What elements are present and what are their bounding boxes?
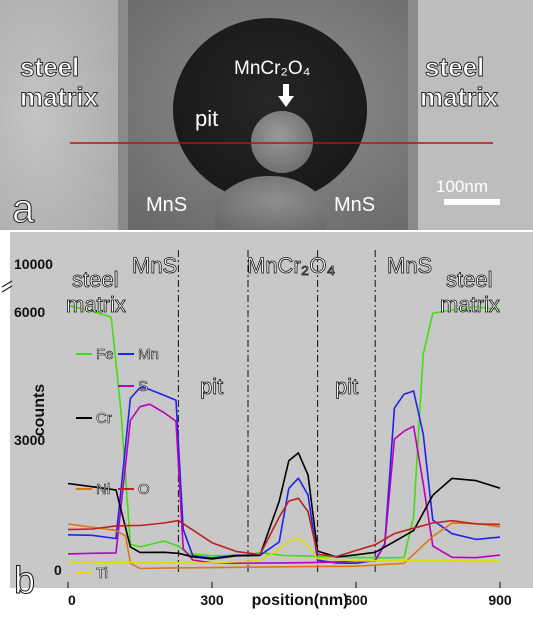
panel-label-a: a <box>12 187 35 230</box>
region-label-pit-left: pit <box>200 374 223 399</box>
x-tick-label-300: 300 <box>200 592 224 608</box>
region-label-mns-right: MnS <box>387 253 432 278</box>
series-label-o: O <box>138 481 150 498</box>
steel-matrix-left-region <box>0 0 125 230</box>
label-steel-right: steel <box>425 52 484 82</box>
series-line-ni <box>67 522 501 570</box>
panel-a-micrograph: steel matrix steel matrix pit MnCr₂O₄ Mn… <box>0 0 533 230</box>
y-tick-label-6000: 6000 <box>14 304 45 320</box>
series-label-s: S <box>138 378 148 395</box>
scalebar-label: 100nm <box>436 177 488 196</box>
series-label-mn: Mn <box>138 346 159 363</box>
series-label-ni: Ni <box>96 481 110 498</box>
steel-matrix-right-region <box>410 0 533 230</box>
region-label-steel-left: steel <box>72 267 118 292</box>
x-axis-label: position(nm) <box>252 592 349 609</box>
region-label-mns-left: MnS <box>132 253 177 278</box>
label-steel-left: steel <box>20 52 79 82</box>
x-tick-label-900: 900 <box>488 592 512 608</box>
panel-label-b: b <box>14 560 35 602</box>
axis-break-icon <box>1 280 13 293</box>
label-matrix-right: matrix <box>420 82 499 112</box>
series-group <box>67 304 501 570</box>
y-tick-label-10000: 10000 <box>14 256 53 272</box>
series-line-mn <box>67 386 501 565</box>
region-label-matrix-left: matrix <box>66 292 126 317</box>
ticks-group: 0 300 600 900 0 3000 6000 10000 <box>14 256 512 608</box>
label-pit: pit <box>195 106 218 131</box>
label-matrix-left: matrix <box>20 82 99 112</box>
scalebar-bar <box>444 199 500 205</box>
series-label-fe: Fe <box>96 346 114 363</box>
series-label-cr: Cr <box>96 410 112 427</box>
region-label-mncr2o4: MnCr₂O₄ <box>247 253 335 278</box>
arrow-icon <box>278 84 294 107</box>
series-line-o <box>67 497 501 558</box>
x-tick-label-600: 600 <box>344 592 368 608</box>
mns-particle <box>173 18 367 202</box>
series-line-cr <box>67 452 501 560</box>
region-label-pit-right: pit <box>335 374 358 399</box>
y-tick-label-0: 0 <box>54 562 62 578</box>
y-axis-label: counts <box>31 384 48 437</box>
label-mns-left: MnS <box>146 194 187 216</box>
series-line-s <box>67 403 501 565</box>
region-label-matrix-right: matrix <box>440 292 500 317</box>
y-tick-label-3000: 3000 <box>14 432 45 448</box>
series-labels: Fe Mn S Cr Ni O Ti <box>76 346 159 582</box>
scalebar: 100nm <box>436 177 500 205</box>
panel-b-linescan-chart: 0 300 600 900 0 3000 6000 10000 counts position… <box>0 232 533 619</box>
series-label-ti: Ti <box>96 565 108 582</box>
region-label-steel-right: steel <box>446 267 492 292</box>
label-mns-right: MnS <box>334 194 375 216</box>
x-tick-label-0: 0 <box>68 592 76 608</box>
mncr2o4-core <box>251 111 313 173</box>
label-mncr2o4: MnCr₂O₄ <box>234 58 311 79</box>
series-line-ti <box>67 537 501 564</box>
series-line-fe <box>67 304 501 559</box>
